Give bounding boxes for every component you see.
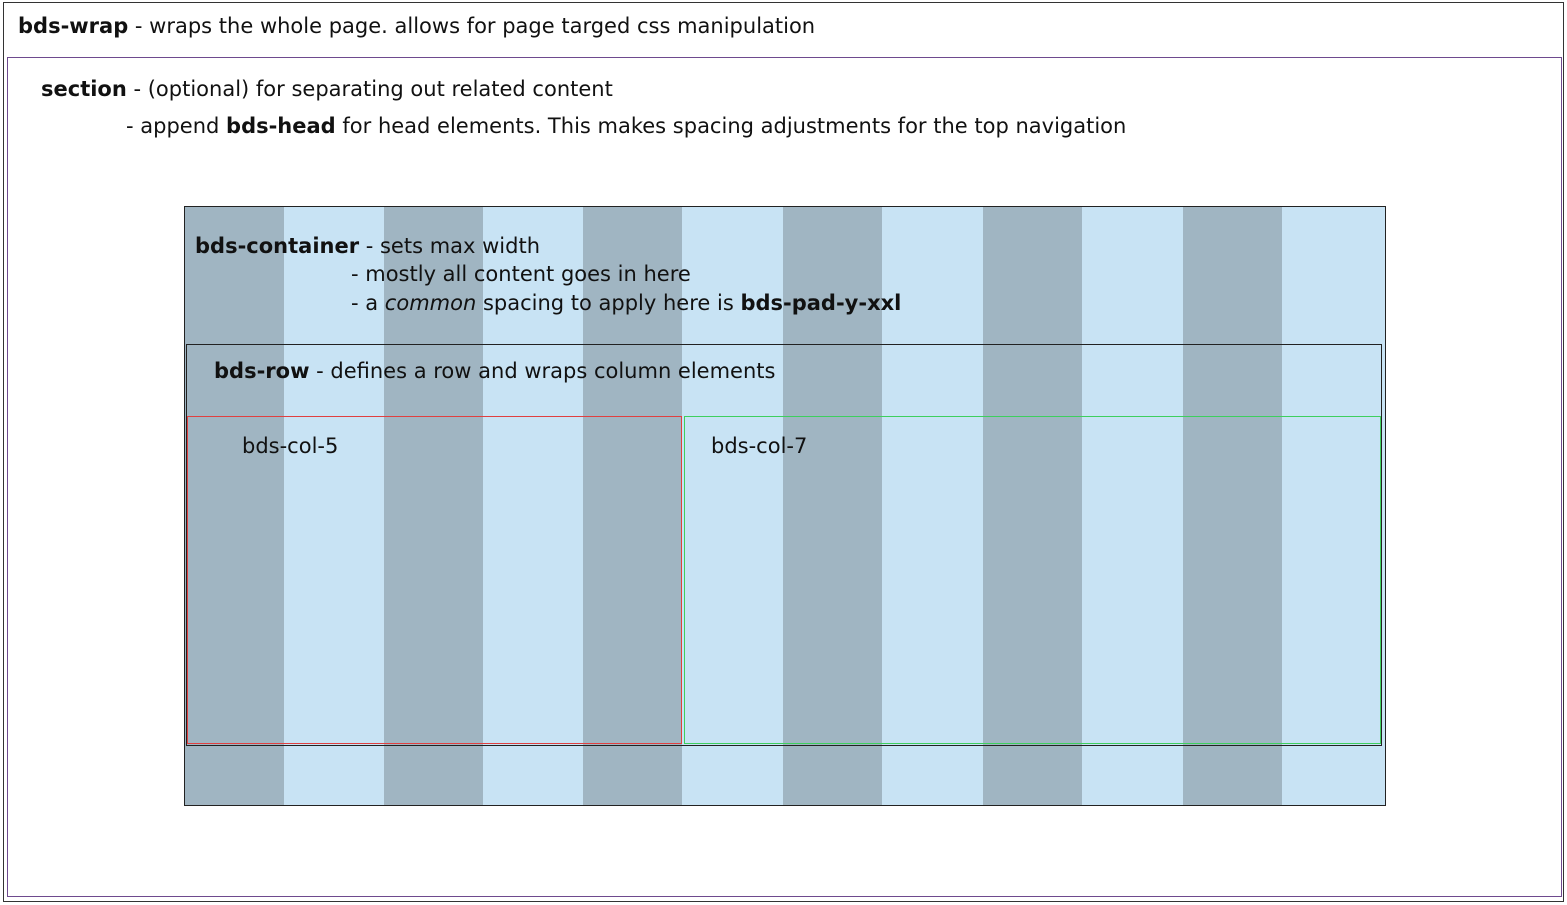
section-head-pre: - append xyxy=(126,114,227,138)
bds-row-name: bds-row xyxy=(214,359,310,383)
bds-container-box xyxy=(184,206,1386,806)
bds-col-7-box xyxy=(684,416,1381,744)
section-name: section xyxy=(41,77,127,101)
bds-wrap-label: bds-wrap - wraps the whole page. allows … xyxy=(18,16,815,37)
grid-column-stripe xyxy=(983,207,1082,805)
section-head-class: bds-head xyxy=(226,114,336,138)
bds-container-desc3-class: bds-pad-y-xxl xyxy=(740,291,902,315)
section-head-post: for head elements. This makes spacing ad… xyxy=(335,114,1127,138)
bds-row-box xyxy=(186,344,1382,746)
section-box xyxy=(7,57,1562,897)
bds-container-desc3: - a common spacing to apply here is bds-… xyxy=(351,293,901,314)
section-label: section - (optional) for separating out … xyxy=(41,79,613,100)
grid-column-stripe xyxy=(783,207,882,805)
bds-wrap-desc: - wraps the whole page. allows for page … xyxy=(128,14,816,38)
bds-container-desc1: - sets max width xyxy=(359,234,541,258)
bds-container-desc2: - mostly all content goes in here xyxy=(351,262,691,286)
bds-container-name: bds-container xyxy=(195,234,360,258)
grid-column-stripe xyxy=(384,207,483,805)
section-desc: - (optional) for separating out related … xyxy=(126,77,613,101)
bds-container-desc3-italic: common xyxy=(384,291,477,315)
bds-col-7-label: bds-col-7 xyxy=(711,434,808,458)
bds-container-desc3-pre: - a xyxy=(351,291,385,315)
bds-wrap-box xyxy=(3,2,1564,902)
grid-column-stripe xyxy=(583,207,682,805)
grid-column-stripe xyxy=(185,207,284,805)
bds-row-label: bds-row - defines a row and wraps column… xyxy=(214,361,775,382)
bds-wrap-name: bds-wrap xyxy=(18,14,129,38)
section-head-note: - append bds-head for head elements. Thi… xyxy=(126,116,1126,137)
grid-column-stripe xyxy=(1183,207,1282,805)
bds-col-5-box xyxy=(187,416,682,744)
bds-container-desc3-mid: spacing to apply here is xyxy=(476,291,741,315)
bds-col-5-label: bds-col-5 xyxy=(242,434,339,458)
bds-container-label: bds-container - sets max width xyxy=(195,236,540,257)
bds-row-desc: - defines a row and wraps column element… xyxy=(309,359,776,383)
